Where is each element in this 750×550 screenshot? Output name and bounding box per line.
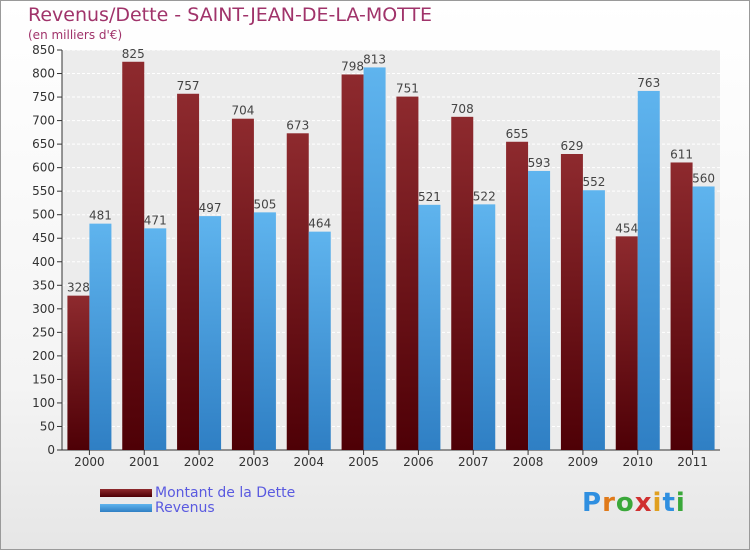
bar-revenus	[582, 190, 605, 450]
data-label-dette: 454	[615, 221, 638, 235]
bar-dette	[231, 118, 254, 451]
data-label-dette: 825	[122, 47, 145, 61]
logo-letter: i	[675, 488, 686, 518]
x-tick-label: 2011	[677, 455, 708, 469]
y-tick-label: 850	[32, 43, 55, 57]
bar-dette	[560, 154, 583, 450]
x-tick-label: 2004	[293, 455, 324, 469]
x-tick-label: 2010	[622, 455, 653, 469]
y-tick-label: 250	[32, 325, 55, 339]
bar-dette	[451, 116, 474, 450]
data-label-revenus: 464	[308, 217, 331, 231]
logo-letter: r	[602, 488, 616, 518]
logo-letter: P	[582, 488, 603, 518]
y-tick-label: 800	[32, 67, 55, 81]
y-tick-label: 700	[32, 114, 55, 128]
data-label-dette: 708	[451, 102, 474, 116]
bar-revenus	[144, 228, 167, 450]
x-tick-label: 2009	[568, 455, 599, 469]
data-label-revenus: 522	[473, 189, 496, 203]
legend-label-dette: Montant de la Dette	[155, 485, 296, 501]
chart-title: Revenus/Dette - SAINT-JEAN-DE-LA-MOTTE	[28, 4, 433, 26]
bar-dette	[67, 295, 90, 450]
data-label-dette: 673	[286, 118, 309, 132]
bar-revenus	[528, 170, 551, 451]
bar-revenus	[418, 204, 441, 450]
logo-letter: x	[634, 488, 653, 518]
x-tick-label: 2001	[129, 455, 160, 469]
data-label-revenus: 813	[363, 52, 386, 66]
data-label-dette: 757	[177, 79, 200, 93]
y-tick-label: 200	[32, 349, 55, 363]
logo-letter: i	[652, 488, 663, 518]
logo-letter: t	[662, 488, 676, 518]
y-tick-label: 450	[32, 231, 55, 245]
y-tick-label: 100	[32, 396, 55, 410]
bar-dette	[286, 133, 309, 450]
y-tick-label: 150	[32, 372, 55, 386]
data-label-revenus: 763	[637, 76, 660, 90]
y-tick-label: 600	[32, 161, 55, 175]
y-tick-label: 300	[32, 302, 55, 316]
bar-revenus	[363, 67, 386, 450]
bar-revenus	[692, 186, 715, 450]
y-tick-label: 350	[32, 278, 55, 292]
data-label-revenus: 471	[144, 213, 167, 227]
bar-dette	[396, 96, 419, 451]
y-tick-label: 500	[32, 208, 55, 222]
bar-dette	[670, 162, 693, 450]
bar-revenus	[89, 223, 112, 450]
data-label-revenus: 481	[89, 209, 112, 223]
x-tick-label: 2000	[74, 455, 105, 469]
data-label-dette: 798	[341, 59, 364, 73]
data-label-revenus: 552	[582, 175, 605, 189]
bar-dette	[122, 61, 145, 450]
bar-revenus	[253, 212, 276, 450]
data-label-dette: 629	[560, 139, 583, 153]
data-label-revenus: 497	[199, 201, 222, 215]
y-tick-label: 650	[32, 137, 55, 151]
bar-dette	[506, 141, 529, 450]
x-tick-label: 2006	[403, 455, 434, 469]
x-tick-label: 2005	[348, 455, 379, 469]
data-label-revenus: 521	[418, 190, 441, 204]
data-label-dette: 328	[67, 281, 90, 295]
bar-revenus	[473, 204, 496, 450]
legend-swatch-revenus	[100, 504, 152, 512]
x-tick-label: 2002	[184, 455, 215, 469]
plot-area	[62, 50, 720, 450]
bar-revenus	[308, 231, 331, 450]
x-tick-label: 2003	[239, 455, 270, 469]
data-label-revenus: 505	[253, 197, 276, 211]
data-label-dette: 655	[506, 127, 529, 141]
y-tick-label: 750	[32, 90, 55, 104]
bar-dette	[177, 93, 200, 450]
y-tick-label: 400	[32, 255, 55, 269]
y-tick-label: 550	[32, 184, 55, 198]
data-label-revenus: 560	[692, 171, 715, 185]
bar-revenus	[637, 90, 660, 451]
data-label-dette: 704	[231, 104, 254, 118]
legend-swatch-dette	[100, 489, 152, 497]
y-tick-label: 50	[40, 419, 55, 433]
legend-label-revenus: Revenus	[155, 500, 215, 516]
data-label-dette: 751	[396, 82, 419, 96]
y-tick-label: 0	[47, 443, 55, 457]
proxiti-logo: Proxiti	[582, 488, 686, 518]
data-label-revenus: 593	[528, 156, 551, 170]
logo-letter: o	[615, 488, 635, 518]
x-tick-label: 2007	[458, 455, 489, 469]
x-tick-label: 2008	[513, 455, 544, 469]
data-label-dette: 611	[670, 147, 693, 161]
bar-revenus	[199, 216, 222, 450]
bar-dette	[341, 74, 364, 451]
chart-subtitle: (en milliers d'€)	[28, 28, 123, 42]
bar-dette	[615, 236, 638, 450]
